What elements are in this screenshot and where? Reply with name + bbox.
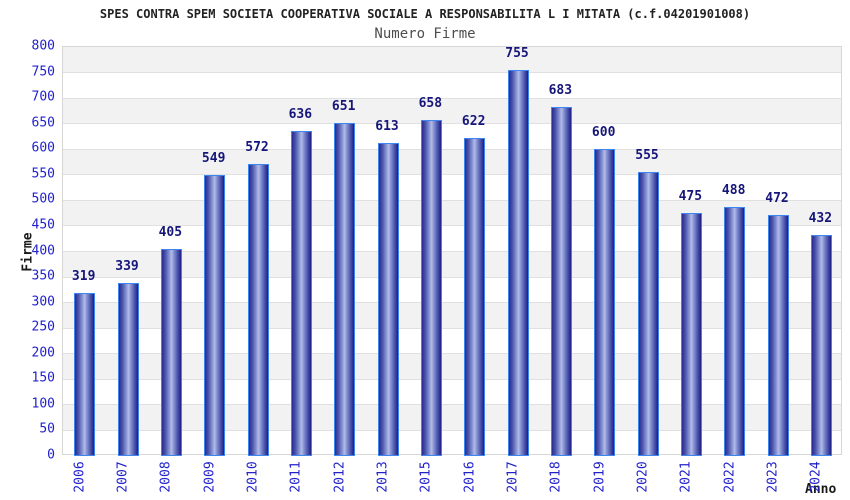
bar-value-label: 636 [288,106,313,122]
bar [594,149,616,456]
bar [74,292,96,456]
bar [680,213,702,456]
gridline [63,302,841,304]
bar-value-label: 472 [765,190,789,206]
y-tick-label: 350 [31,268,55,284]
bar [507,70,529,456]
y-tick-label: 550 [31,166,55,182]
bar [247,163,269,456]
x-tick-label: 2022 [722,461,738,493]
bar [377,142,399,456]
bar-value-label: 488 [721,182,746,198]
y-tick-label: 650 [31,115,55,131]
bar [420,119,442,456]
x-tick-label: 2012 [332,461,348,493]
bar-value-label: 651 [331,99,356,115]
x-tick-label: 2011 [288,461,304,493]
bar-value-label: 600 [591,125,616,141]
y-tick-label: 700 [31,89,55,105]
y-tick-label: 250 [31,319,55,335]
bar-value-label: 405 [158,224,183,240]
bar [290,130,312,456]
bar-value-label: 755 [505,46,529,61]
gridline [63,97,841,99]
x-axis-title: Anno [805,482,837,497]
x-tick-label: 2023 [765,461,781,493]
x-tick-label: 2017 [505,461,521,493]
gridline [63,148,841,150]
bar [464,138,486,456]
y-tick-label: 500 [31,191,55,207]
x-tick-label: 2006 [72,461,88,493]
x-tick-label: 2010 [245,461,261,493]
bar-value-label: 622 [461,114,486,129]
bar [334,123,356,456]
bar-value-label: 555 [635,148,659,164]
gridline [63,123,841,125]
bar [160,248,182,456]
bar-value-label: 683 [548,82,573,98]
bar-value-label: 432 [808,211,833,227]
chart-subtitle: Numero Firme [374,26,476,42]
y-tick-label: 450 [31,217,55,233]
y-tick-label: 750 [31,64,55,80]
bar [724,206,746,456]
gridline [63,199,841,201]
x-tick-label: 2021 [678,461,694,493]
gridline [63,72,841,74]
bar [810,235,832,456]
bar [637,172,659,456]
gridline [63,225,841,227]
y-tick-label: 800 [31,38,55,54]
y-tick-label: 100 [31,396,55,412]
y-tick-label: 50 [39,421,55,437]
x-tick-label: 2007 [115,461,131,493]
chart-title: SPES CONTRA SPEM SOCIETA COOPERATIVA SOC… [99,7,751,21]
gridline [63,327,841,329]
bar-value-label: 613 [375,118,399,134]
y-tick-label: 0 [47,447,55,463]
gridline [63,174,841,176]
bar [550,106,572,456]
bar-value-label: 549 [201,151,226,167]
y-tick-label: 150 [31,370,55,386]
bar-value-label: 572 [245,139,269,155]
gridline [63,251,841,252]
x-tick-label: 2013 [375,461,391,493]
plot-area [62,46,842,456]
y-tick-label: 400 [31,243,55,258]
bar-value-label: 475 [678,189,703,205]
y-tick-label: 200 [31,345,55,361]
bar-value-label: 339 [115,258,139,274]
x-tick-label: 2016 [462,461,478,493]
gridline [63,404,841,406]
gridline [63,429,841,431]
y-tick-label: 600 [31,140,55,156]
x-tick-label: 2015 [418,461,434,493]
x-tick-label: 2019 [592,461,608,493]
x-tick-label: 2008 [158,461,174,493]
y-tick-label: 300 [31,294,55,310]
x-tick-label: 2009 [202,461,218,493]
bar [767,214,789,456]
x-tick-label: 2024 [808,461,824,493]
gridline [63,276,841,278]
gridline [63,353,841,355]
bar [204,175,226,456]
bar [117,282,139,456]
x-tick-label: 2020 [635,461,651,493]
x-tick-label: 2018 [548,461,564,493]
bar-value-label: 319 [71,268,96,284]
gridline [63,378,841,380]
bar-value-label: 658 [418,95,443,111]
